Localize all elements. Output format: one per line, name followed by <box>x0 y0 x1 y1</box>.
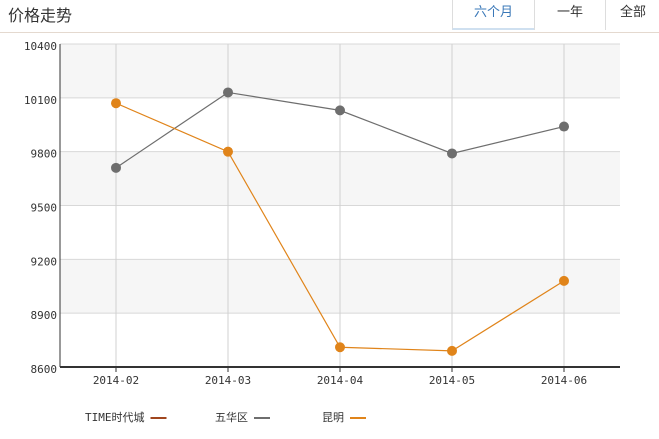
x-tick-label: 2014-02 <box>93 374 139 387</box>
legend-label: TIME时代城 <box>85 411 145 424</box>
data-point <box>111 162 121 173</box>
tab[interactable]: 全部 <box>605 0 659 30</box>
tab[interactable]: 六个月 <box>452 0 534 30</box>
x-tick-label: 2014-04 <box>317 374 364 387</box>
data-point <box>111 98 121 109</box>
y-tick-label: 9500 <box>31 202 58 215</box>
y-tick-label: 9800 <box>31 148 58 161</box>
y-tick-label: 8600 <box>31 363 58 376</box>
divider <box>0 32 659 33</box>
y-tick-label: 10100 <box>24 94 57 107</box>
x-tick-label: 2014-05 <box>429 374 475 387</box>
data-point <box>447 148 457 159</box>
y-tick-label: 9200 <box>31 255 58 268</box>
data-point <box>559 275 569 286</box>
tab-bar: 六个月 一年 全部 <box>452 0 659 30</box>
data-point <box>335 342 345 353</box>
data-point <box>559 121 569 132</box>
data-point <box>335 105 345 116</box>
data-point <box>447 345 457 356</box>
data-point <box>223 87 233 98</box>
tab[interactable]: 一年 <box>534 0 605 30</box>
page-title: 价格走势 <box>8 6 73 25</box>
legend-label: 昆明 <box>322 411 344 424</box>
data-point <box>223 146 233 157</box>
legend-label: 五华区 <box>215 410 248 424</box>
y-tick-label: 10400 <box>24 40 57 53</box>
x-tick-label: 2014-06 <box>541 374 587 387</box>
y-tick-label: 8900 <box>31 309 58 322</box>
x-tick-label: 2014-03 <box>205 374 251 387</box>
